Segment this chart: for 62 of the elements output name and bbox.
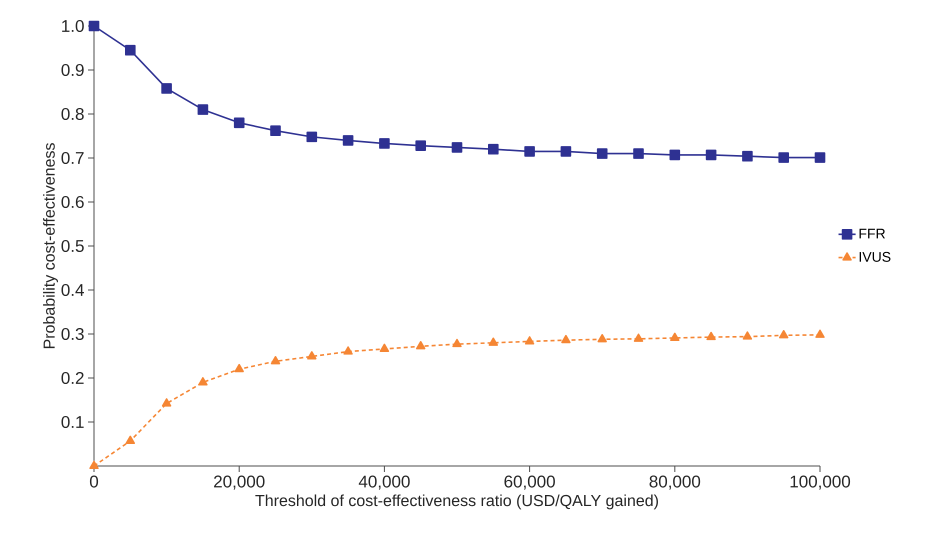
point <box>488 144 499 154</box>
point <box>125 44 136 56</box>
point <box>198 104 208 115</box>
y-tick-label: 0.7 <box>61 152 84 164</box>
point <box>706 150 716 160</box>
point <box>742 150 753 162</box>
legend-label: FFR <box>860 228 885 238</box>
y-tick-label: 0.8 <box>61 108 84 120</box>
point <box>380 344 390 352</box>
point <box>343 346 353 355</box>
point <box>634 334 644 342</box>
point <box>742 331 752 340</box>
point <box>778 152 790 163</box>
point <box>524 336 534 345</box>
x-axis-title: Threshold of cost-effectiveness ratio (USD/QALY gained) <box>255 494 658 510</box>
point <box>814 152 826 163</box>
point <box>126 436 135 444</box>
x-tick-label: 80,000 <box>650 476 700 490</box>
point <box>270 125 281 136</box>
y-tick-label: 0.2 <box>61 372 84 384</box>
point <box>598 334 607 342</box>
point <box>270 356 280 364</box>
point <box>560 146 572 157</box>
point <box>670 332 680 342</box>
point <box>670 150 680 160</box>
point <box>307 351 316 360</box>
point <box>561 334 571 344</box>
y-axis-title: Probability cost-effectiveness <box>43 143 58 348</box>
x-tick-label: 100,000 <box>790 476 850 490</box>
point <box>162 398 172 407</box>
y-tick-label: 0.5 <box>61 240 84 252</box>
point <box>706 332 716 340</box>
point <box>779 330 788 338</box>
point <box>488 338 498 346</box>
point <box>306 132 318 142</box>
point <box>452 142 462 153</box>
x-tick-label: 0 <box>90 476 98 488</box>
point <box>524 146 535 157</box>
point <box>415 140 426 151</box>
point <box>416 341 426 350</box>
point <box>89 460 99 470</box>
point <box>596 148 608 159</box>
point <box>234 117 245 128</box>
y-tick-label: 0.9 <box>61 64 84 76</box>
y-tick-label: 0.3 <box>61 328 84 340</box>
y-tick-label: 1.0 <box>62 20 84 32</box>
y-tick-label: 0.4 <box>61 284 84 296</box>
point <box>342 135 354 146</box>
y-tick-label: 0.6 <box>61 196 84 208</box>
point <box>452 338 462 348</box>
point <box>379 138 390 149</box>
point <box>815 330 825 338</box>
x-tick-label: 20,000 <box>214 476 265 490</box>
point <box>198 377 208 386</box>
point <box>88 20 100 32</box>
legend-label: IVUS <box>860 252 890 262</box>
point <box>234 364 244 372</box>
x-tick-label: 40,000 <box>358 476 410 490</box>
point <box>633 148 644 159</box>
point <box>161 83 172 94</box>
x-tick-label: 60,000 <box>504 476 555 490</box>
y-tick-label: 0.1 <box>61 416 84 428</box>
